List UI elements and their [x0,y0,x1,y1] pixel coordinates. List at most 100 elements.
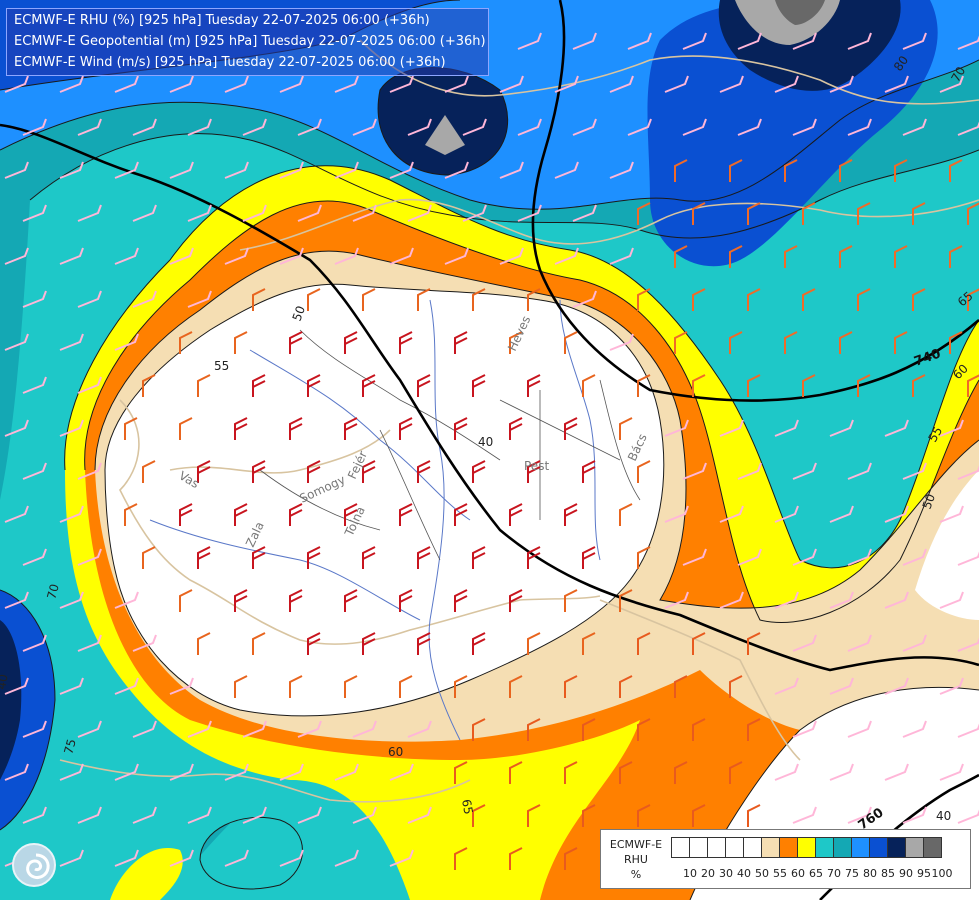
wind-barb [517,32,542,50]
legend-tick-label: 50 [755,867,769,880]
wind-barb [234,503,248,526]
wind-barb [682,32,707,50]
wind-barb [59,161,84,179]
wind-barb [719,505,744,523]
wind-barb [527,460,541,483]
wind-barb [829,419,854,437]
rh-blob-yellow-bottom [110,848,183,900]
wind-barb [362,374,376,397]
wind-barb [234,675,248,698]
wind-barb [59,763,84,781]
wind-barb [289,589,303,612]
wind-barb [169,247,194,265]
wind-barb [132,290,157,308]
wind-barb [399,331,413,354]
wind-barb [802,202,816,225]
wind-barb [582,632,596,655]
wind-barb [509,417,523,440]
wind-barb [912,374,926,397]
wind-barb [114,591,139,609]
wind-barb [59,677,84,695]
legend-tick-label: 90 [899,867,913,880]
wind-barb [857,202,871,225]
wind-barb [619,417,633,440]
wind-barb [59,333,84,351]
wind-barb [132,634,157,652]
wind-barb [444,161,469,179]
wind-barb [499,161,524,179]
wind-barb [344,589,358,612]
wind-barb [792,634,817,652]
wind-barb [729,245,743,268]
wind-barb [884,505,909,523]
wind-barb [939,677,964,695]
wind-barb [242,204,267,222]
wind-barb [114,763,139,781]
wind-barb [857,288,871,311]
legend-tick-label: 60 [791,867,805,880]
wind-barb [224,161,249,179]
wind-barb [399,417,413,440]
wind-barb [692,202,706,225]
legend-tick-label: 85 [881,867,895,880]
wind-barb [627,32,652,50]
legend-swatches [671,837,942,858]
wind-barb [399,503,413,526]
wind-barb [454,503,468,526]
legend-tick-label: 10 [683,867,697,880]
wind-barb [517,118,542,136]
wind-barb [912,202,926,225]
legend-ticks: 10 20 30 40 50 55 60 65 70 75 80 85 90 95 100 [672,867,972,881]
wind-barb [417,460,431,483]
wind-barb [747,718,761,741]
wind-barb [572,118,597,136]
wind-barb [637,718,651,741]
wind-barb [462,118,487,136]
wind-barb [719,419,744,437]
place-label: Pest [524,459,549,473]
wind-barb [664,419,689,437]
wind-barb [664,505,689,523]
wind-barb [499,75,524,93]
wind-barb [949,331,963,354]
wind-barb [967,374,979,397]
wind-barb [454,589,468,612]
wind-barb [719,75,744,93]
wind-barb [4,419,29,437]
wind-barb [362,546,376,569]
wind-barb [949,245,963,268]
legend-swatch [779,837,798,858]
wind-barb [114,247,139,265]
legend-tick-label: 55 [773,867,787,880]
title-geopotential: ECMWF-E Geopotential (m) [925 hPa] Tuesd… [14,34,486,49]
wind-barb [362,288,376,311]
wind-barb [884,75,909,93]
wind-barb [509,503,523,526]
admin-boundaries [259,329,641,561]
wind-barb [197,546,211,569]
wind-barb [774,591,799,609]
wind-barb [857,374,871,397]
legend-tick-label: 75 [845,867,859,880]
wind-barb [564,589,578,612]
wind-barb [792,462,817,480]
wind-barb [114,75,139,93]
wind-barb [637,202,651,225]
wind-barb [334,849,359,867]
wind-barb [664,591,689,609]
contour-label: 70 [948,64,968,84]
contour-label: 75 [61,737,78,755]
wind-barb [939,763,964,781]
wind-barb [407,204,432,222]
wind-barb [252,374,266,397]
wind-barb [114,849,139,867]
wind-barb [252,288,266,311]
wind-barb [894,331,908,354]
wind-barb [802,288,816,311]
wind-barb [77,376,102,394]
wind-barb [242,720,267,738]
wind-barb [4,763,29,781]
wind-barb [279,161,304,179]
wind-barb [472,460,486,483]
wind-barb [77,548,102,566]
